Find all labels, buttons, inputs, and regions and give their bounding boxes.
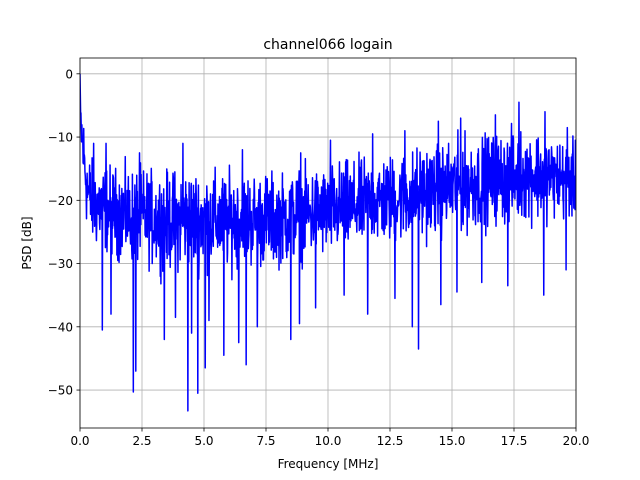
x-tick-label: 15.0	[439, 434, 466, 448]
x-tick-label: 2.5	[132, 434, 151, 448]
y-tick-label: −30	[48, 257, 73, 271]
chart-title: channel066 logain	[263, 37, 392, 53]
y-tick-label: −20	[48, 194, 73, 208]
x-tick-label: 12.5	[377, 434, 404, 448]
x-tick-label: 0.0	[70, 434, 89, 448]
y-tick-label: −40	[48, 320, 73, 334]
x-tick-label: 20.0	[563, 434, 590, 448]
x-tick-label: 10.0	[315, 434, 342, 448]
y-tick-label: 0	[65, 67, 73, 81]
x-tick-label: 5.0	[194, 434, 213, 448]
series-group	[80, 73, 576, 412]
x-tick-label: 7.5	[256, 434, 275, 448]
y-tick-label: −10	[48, 131, 73, 145]
tick-group: 0.0 2.5 5.0 7.5 10.0 12.5 15.0 17.5 20.0 0 −10 −20 −…	[48, 67, 590, 448]
y-tick-label: −50	[48, 384, 73, 398]
psd-series-line	[80, 73, 576, 412]
x-tick-label: 17.5	[501, 434, 528, 448]
x-axis-label: Frequency [MHz]	[278, 457, 379, 471]
y-axis-label: PSD [dB]	[20, 216, 34, 269]
